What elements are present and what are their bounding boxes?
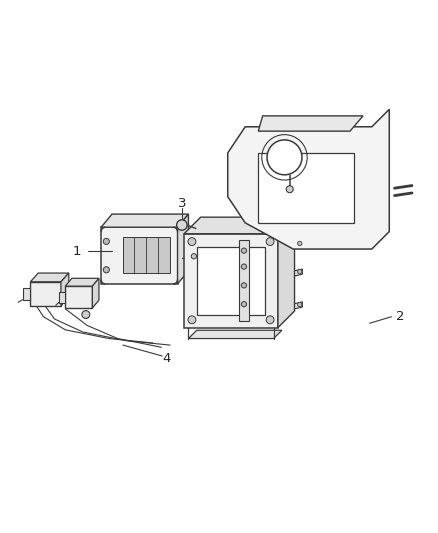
Polygon shape xyxy=(65,286,92,308)
Polygon shape xyxy=(184,234,278,328)
Polygon shape xyxy=(278,217,294,328)
Circle shape xyxy=(266,316,274,324)
Polygon shape xyxy=(188,330,282,338)
Circle shape xyxy=(103,238,110,245)
Circle shape xyxy=(188,238,196,246)
Circle shape xyxy=(103,266,110,273)
Polygon shape xyxy=(101,214,188,227)
Circle shape xyxy=(177,220,187,230)
Circle shape xyxy=(241,302,247,307)
Polygon shape xyxy=(239,240,249,321)
Polygon shape xyxy=(294,269,302,276)
Polygon shape xyxy=(294,302,302,309)
Circle shape xyxy=(241,248,247,253)
Circle shape xyxy=(266,238,274,246)
Circle shape xyxy=(297,241,302,246)
Polygon shape xyxy=(258,153,354,223)
Text: 4: 4 xyxy=(162,352,171,365)
Text: 2: 2 xyxy=(396,310,404,323)
Circle shape xyxy=(191,254,197,259)
Polygon shape xyxy=(59,292,65,303)
Polygon shape xyxy=(184,217,294,234)
Polygon shape xyxy=(294,241,302,248)
Polygon shape xyxy=(61,273,69,306)
Polygon shape xyxy=(92,278,99,308)
Text: 1: 1 xyxy=(73,245,81,258)
Circle shape xyxy=(188,316,196,324)
Polygon shape xyxy=(177,214,188,284)
Polygon shape xyxy=(22,288,30,300)
Circle shape xyxy=(297,270,302,274)
Text: 3: 3 xyxy=(178,197,186,209)
Polygon shape xyxy=(30,282,61,306)
Circle shape xyxy=(297,302,302,306)
Polygon shape xyxy=(65,278,99,286)
Polygon shape xyxy=(197,247,265,314)
Polygon shape xyxy=(228,109,389,249)
Polygon shape xyxy=(101,227,177,284)
Polygon shape xyxy=(123,237,170,272)
Circle shape xyxy=(286,185,293,193)
Circle shape xyxy=(82,311,90,318)
Polygon shape xyxy=(30,273,69,282)
Polygon shape xyxy=(258,116,363,131)
Circle shape xyxy=(241,264,247,269)
Circle shape xyxy=(267,140,302,175)
Circle shape xyxy=(241,283,247,288)
